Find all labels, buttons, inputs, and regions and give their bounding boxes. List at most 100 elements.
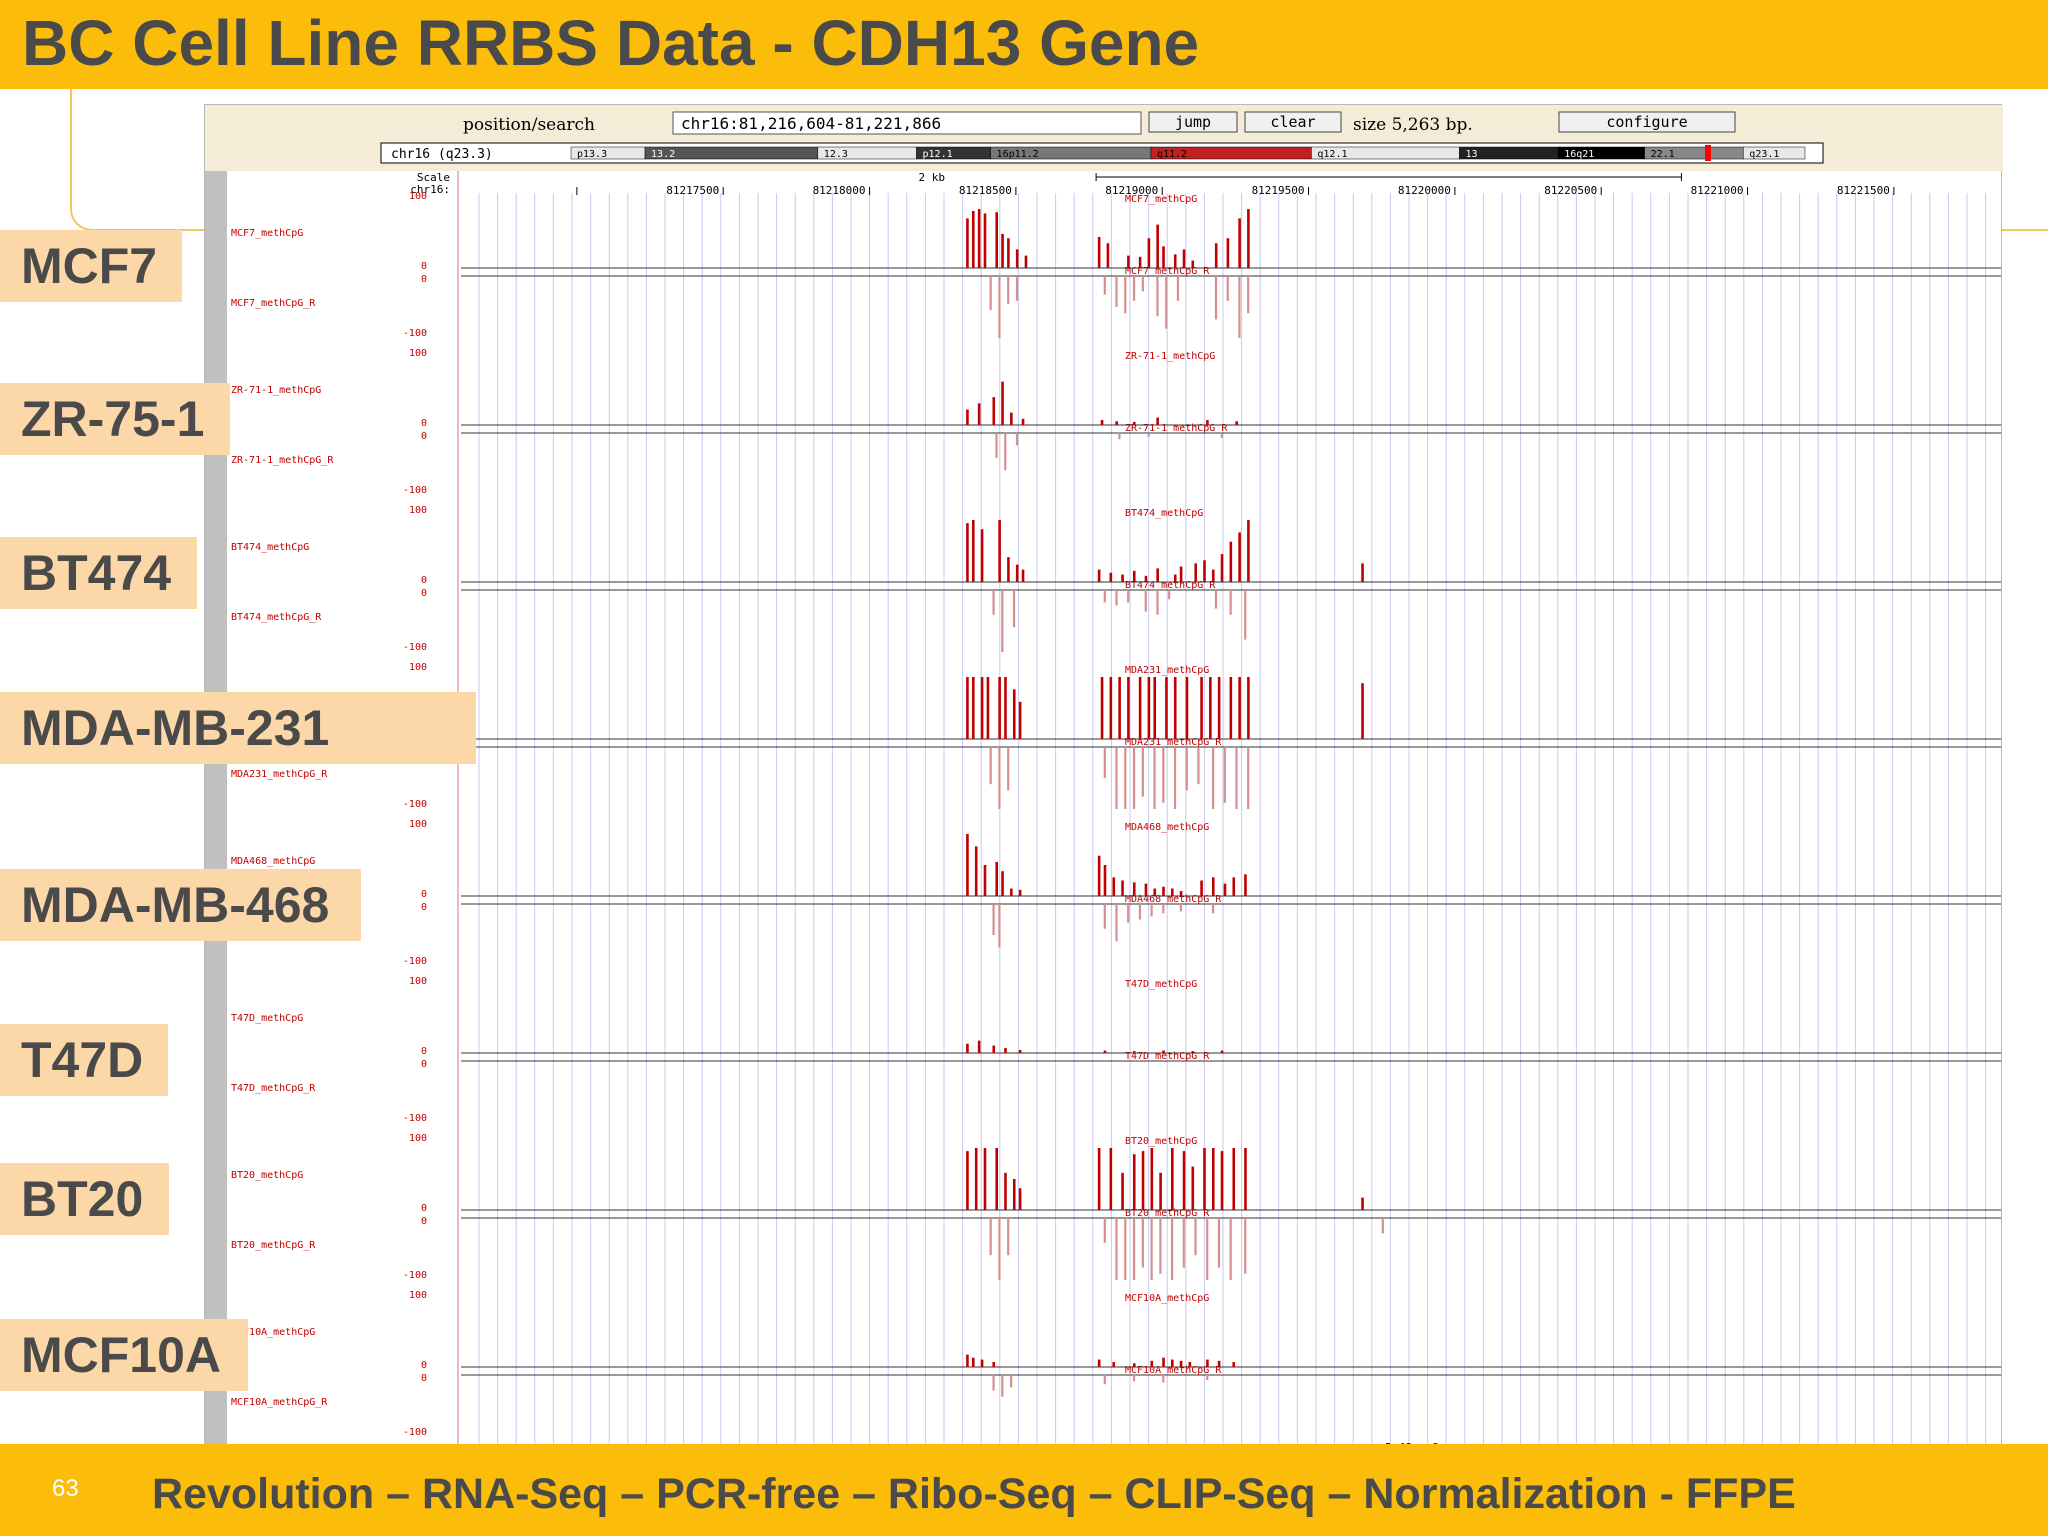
reverse-methylation-bar bbox=[1132, 276, 1136, 301]
forward-methylation-bar bbox=[1100, 420, 1104, 425]
reverse-methylation-bar bbox=[1159, 1218, 1162, 1274]
forward-methylation-bar bbox=[1220, 1151, 1224, 1210]
forward-methylation-bar bbox=[998, 677, 1001, 739]
reverse-methylation-bar bbox=[1171, 1218, 1174, 1280]
reverse-track-title: MDA468_methCpG_R bbox=[1125, 894, 1222, 905]
forward-methylation-bar bbox=[1007, 557, 1010, 582]
cell-line-label: MDA-MB-231 bbox=[0, 692, 476, 764]
forward-methylation-bar bbox=[1182, 1151, 1186, 1210]
forward-methylation-bar bbox=[1012, 1179, 1016, 1210]
forward-methylation-bar bbox=[1103, 1050, 1107, 1053]
forward-methylation-bar bbox=[1173, 677, 1177, 739]
configure-button-label[interactable]: configure bbox=[1606, 113, 1687, 131]
forward-methylation-bar bbox=[992, 1045, 996, 1053]
forward-track-label: BT474_methCpG bbox=[231, 542, 309, 553]
cell-line-label: MCF10A bbox=[0, 1319, 248, 1391]
ideogram-band-label: q23.1 bbox=[1749, 149, 1779, 160]
clear-button-label[interactable]: clear bbox=[1270, 113, 1315, 131]
fwd-axis-min: 0 bbox=[421, 1360, 427, 1371]
ruler-tick-label: 81218000 bbox=[813, 184, 866, 197]
reverse-methylation-bar bbox=[1220, 433, 1223, 438]
forward-methylation-bar bbox=[1015, 564, 1019, 582]
forward-methylation-bar bbox=[1191, 1051, 1195, 1053]
forward-methylation-bar bbox=[1109, 1148, 1113, 1210]
slide-footer-bar bbox=[0, 1444, 2048, 1536]
reverse-methylation-bar bbox=[998, 276, 1001, 338]
reverse-methylation-bar bbox=[1007, 1218, 1010, 1256]
forward-methylation-bar bbox=[1173, 254, 1177, 268]
configure-button[interactable] bbox=[1558, 111, 1736, 133]
forward-methylation-bar bbox=[1247, 520, 1250, 582]
forward-methylation-bar bbox=[1127, 255, 1130, 268]
forward-methylation-bar bbox=[1132, 1363, 1136, 1367]
forward-methylation-bar bbox=[966, 1151, 969, 1210]
reverse-methylation-bar bbox=[1173, 747, 1177, 809]
forward-methylation-bar bbox=[1112, 1362, 1116, 1367]
jump-button[interactable] bbox=[1148, 111, 1238, 133]
forward-track-title: T47D_methCpG bbox=[1125, 979, 1197, 990]
forward-methylation-bar bbox=[1179, 891, 1183, 896]
reverse-methylation-bar bbox=[1214, 276, 1218, 320]
ideogram-band-label: 16p11.2 bbox=[997, 149, 1039, 160]
track-mda-mb-468: MDA468_methCpG MDA468_methCpG_R MDA468_met… bbox=[231, 819, 2001, 967]
forward-methylation-bar bbox=[1179, 1360, 1183, 1367]
rev-axis-max: -100 bbox=[403, 328, 427, 339]
forward-methylation-bar bbox=[980, 1359, 984, 1367]
forward-methylation-bar bbox=[1018, 701, 1022, 739]
forward-methylation-bar bbox=[1150, 1360, 1154, 1367]
forward-methylation-bar bbox=[1232, 877, 1236, 896]
reverse-methylation-bar bbox=[1115, 590, 1118, 606]
forward-methylation-bar bbox=[977, 403, 981, 425]
forward-methylation-bar bbox=[1194, 563, 1198, 582]
forward-methylation-bar bbox=[1018, 1188, 1022, 1210]
forward-methylation-bar bbox=[1217, 1360, 1221, 1367]
reverse-methylation-bar bbox=[1132, 1218, 1136, 1280]
forward-methylation-bar bbox=[986, 677, 990, 739]
position-input[interactable] bbox=[672, 111, 1142, 135]
forward-methylation-bar bbox=[974, 846, 978, 896]
forward-track-title: MCF10A_methCpG bbox=[1125, 1293, 1209, 1304]
reverse-methylation-bar bbox=[1103, 276, 1106, 295]
forward-methylation-bar bbox=[1112, 877, 1116, 896]
forward-methylation-bar bbox=[1171, 1359, 1174, 1367]
fwd-axis-max: 100 bbox=[409, 662, 427, 673]
forward-methylation-bar bbox=[1232, 1362, 1236, 1367]
forward-methylation-bar bbox=[1214, 243, 1218, 268]
cell-line-label: MDA-MB-468 bbox=[0, 869, 361, 941]
reverse-methylation-bar bbox=[1001, 1375, 1004, 1397]
forward-methylation-bar bbox=[971, 1357, 975, 1367]
reverse-methylation-bar bbox=[1211, 904, 1215, 914]
forward-methylation-bar bbox=[1004, 1172, 1007, 1210]
forward-methylation-bar bbox=[974, 1148, 978, 1210]
position-input-value[interactable]: chr16:81,216,604-81,221,866 bbox=[681, 114, 941, 133]
jump-button-label[interactable]: jump bbox=[1175, 113, 1211, 131]
forward-methylation-bar bbox=[971, 677, 975, 739]
fwd-axis-max: 100 bbox=[409, 1133, 427, 1144]
forward-methylation-bar bbox=[995, 212, 999, 268]
fwd-axis-min: 0 bbox=[421, 889, 427, 900]
reverse-track-label: BT20_methCpG_R bbox=[231, 1240, 316, 1251]
forward-methylation-bar bbox=[1206, 1359, 1209, 1367]
ruler-tick-label: 81219500 bbox=[1252, 184, 1305, 197]
reverse-methylation-bar bbox=[1124, 747, 1127, 809]
reverse-track-title: MCF7_methCpG_R bbox=[1125, 266, 1210, 277]
forward-methylation-bar bbox=[971, 520, 975, 582]
forward-methylation-bar bbox=[1200, 677, 1203, 739]
forward-track-title: BT474_methCpG bbox=[1125, 508, 1203, 519]
clear-button[interactable] bbox=[1244, 111, 1342, 133]
reverse-methylation-bar bbox=[1103, 590, 1106, 603]
forward-methylation-bar bbox=[1361, 1197, 1364, 1210]
forward-methylation-bar bbox=[966, 1043, 969, 1053]
ruler-tick-label: 81219000 bbox=[1105, 184, 1158, 197]
reverse-methylation-bar bbox=[1007, 747, 1010, 791]
rev-axis-max: -100 bbox=[403, 1270, 427, 1281]
fwd-axis-min: 0 bbox=[421, 261, 427, 272]
forward-methylation-bar bbox=[1188, 1362, 1192, 1367]
slide-title-bar bbox=[0, 0, 2048, 89]
ruler-tick-label: 81217500 bbox=[666, 184, 719, 197]
reverse-methylation-bar bbox=[1179, 904, 1182, 912]
forward-methylation-bar bbox=[1232, 1148, 1236, 1210]
forward-methylation-bar bbox=[998, 520, 1001, 582]
reverse-methylation-bar bbox=[1238, 276, 1241, 338]
reverse-methylation-bar bbox=[1235, 747, 1238, 809]
